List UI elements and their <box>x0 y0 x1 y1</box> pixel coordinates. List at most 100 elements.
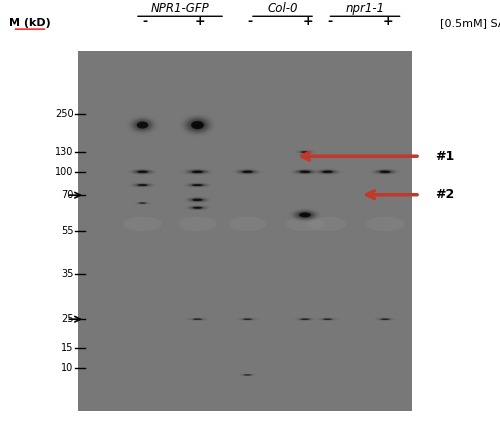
Ellipse shape <box>140 123 145 127</box>
Ellipse shape <box>295 318 315 321</box>
Ellipse shape <box>140 202 145 204</box>
Ellipse shape <box>370 317 400 321</box>
Ellipse shape <box>312 169 342 175</box>
Ellipse shape <box>312 317 342 321</box>
Ellipse shape <box>192 207 203 209</box>
Text: -: - <box>142 15 148 28</box>
Text: NPR1-GFP: NPR1-GFP <box>150 2 210 15</box>
Ellipse shape <box>293 169 317 175</box>
Ellipse shape <box>366 217 404 231</box>
Ellipse shape <box>300 213 310 217</box>
Ellipse shape <box>298 150 312 154</box>
Ellipse shape <box>299 170 311 173</box>
Ellipse shape <box>132 169 153 174</box>
Ellipse shape <box>190 170 206 173</box>
Text: -: - <box>328 15 332 28</box>
Ellipse shape <box>184 116 212 134</box>
Ellipse shape <box>299 318 311 320</box>
Ellipse shape <box>297 211 313 218</box>
Ellipse shape <box>196 124 200 126</box>
Ellipse shape <box>195 207 200 208</box>
Ellipse shape <box>192 199 203 201</box>
Ellipse shape <box>379 318 391 320</box>
Ellipse shape <box>296 318 314 321</box>
Ellipse shape <box>137 184 148 186</box>
Ellipse shape <box>302 319 308 320</box>
Ellipse shape <box>137 122 148 128</box>
Ellipse shape <box>370 169 400 175</box>
Ellipse shape <box>302 171 308 172</box>
Ellipse shape <box>185 197 210 203</box>
Ellipse shape <box>138 202 147 204</box>
Ellipse shape <box>323 171 332 173</box>
Ellipse shape <box>136 184 149 187</box>
Ellipse shape <box>130 201 155 205</box>
Ellipse shape <box>194 184 200 186</box>
Ellipse shape <box>378 170 392 173</box>
Ellipse shape <box>242 318 254 320</box>
Ellipse shape <box>310 168 346 176</box>
Ellipse shape <box>180 182 216 188</box>
Ellipse shape <box>240 374 255 376</box>
Ellipse shape <box>135 170 150 173</box>
Ellipse shape <box>292 317 318 321</box>
Ellipse shape <box>245 319 250 320</box>
Ellipse shape <box>300 318 310 320</box>
Ellipse shape <box>322 171 333 173</box>
Text: Col-0: Col-0 <box>267 2 298 15</box>
Ellipse shape <box>131 201 154 205</box>
Ellipse shape <box>372 317 398 321</box>
Ellipse shape <box>235 373 260 377</box>
Ellipse shape <box>320 170 335 173</box>
Ellipse shape <box>232 317 262 321</box>
Ellipse shape <box>184 196 212 203</box>
Ellipse shape <box>187 183 208 187</box>
Ellipse shape <box>192 207 202 209</box>
Ellipse shape <box>192 184 203 186</box>
Ellipse shape <box>190 121 204 130</box>
Ellipse shape <box>289 208 321 222</box>
Text: 55: 55 <box>61 226 74 236</box>
Ellipse shape <box>320 318 335 320</box>
Ellipse shape <box>124 113 162 137</box>
Ellipse shape <box>190 184 205 187</box>
Ellipse shape <box>125 114 160 136</box>
Ellipse shape <box>192 171 202 173</box>
Ellipse shape <box>192 318 202 320</box>
Ellipse shape <box>138 122 147 128</box>
Ellipse shape <box>184 205 211 211</box>
Ellipse shape <box>298 318 312 320</box>
Ellipse shape <box>134 170 152 174</box>
Text: npr1-1: npr1-1 <box>346 2 385 15</box>
Ellipse shape <box>244 319 251 320</box>
Ellipse shape <box>134 184 151 187</box>
Text: +: + <box>302 15 313 28</box>
Ellipse shape <box>124 217 162 231</box>
Ellipse shape <box>135 202 150 204</box>
Ellipse shape <box>130 183 155 187</box>
Ellipse shape <box>288 168 322 175</box>
Ellipse shape <box>380 318 390 320</box>
Ellipse shape <box>372 318 398 321</box>
Bar <box>78 51 412 411</box>
Ellipse shape <box>191 121 204 129</box>
Ellipse shape <box>375 318 395 321</box>
Ellipse shape <box>193 199 202 201</box>
Ellipse shape <box>126 182 160 188</box>
Ellipse shape <box>186 318 208 321</box>
Ellipse shape <box>324 171 330 172</box>
Ellipse shape <box>136 121 149 129</box>
Ellipse shape <box>133 119 152 131</box>
Ellipse shape <box>239 374 256 376</box>
Ellipse shape <box>134 202 151 205</box>
Ellipse shape <box>308 217 346 231</box>
Ellipse shape <box>304 214 306 216</box>
Ellipse shape <box>192 318 203 320</box>
Text: 100: 100 <box>55 167 74 177</box>
Ellipse shape <box>322 318 334 320</box>
Ellipse shape <box>300 171 310 173</box>
Ellipse shape <box>188 198 208 202</box>
Ellipse shape <box>380 318 390 320</box>
Ellipse shape <box>126 168 159 175</box>
Ellipse shape <box>194 171 200 172</box>
